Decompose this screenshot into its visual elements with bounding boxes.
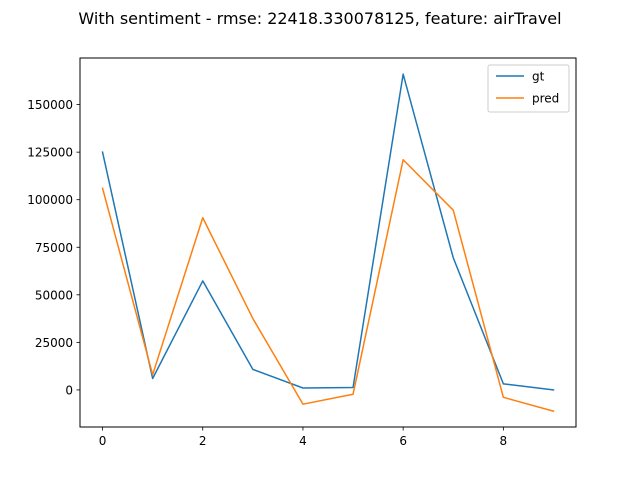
y-tick-label: 125000: [27, 146, 73, 160]
x-tick-label: 4: [299, 434, 307, 448]
y-tick-label: 75000: [35, 241, 73, 255]
axes-frame: [79, 57, 577, 428]
y-tick-label: 50000: [35, 288, 73, 302]
x-tick-label: 6: [399, 434, 407, 448]
legend-label-pred: pred: [532, 92, 559, 106]
series-line-gt: [101, 73, 555, 391]
y-tick-label: 150000: [27, 98, 73, 112]
legend-label-gt: gt: [532, 70, 545, 84]
y-tick-label: 0: [65, 383, 73, 397]
y-tick-label: 100000: [27, 193, 73, 207]
legend: gt pred: [487, 64, 570, 113]
chart-title: With sentiment - rmse: 22418.330078125, …: [78, 9, 561, 28]
x-tick-label: 8: [500, 434, 508, 448]
y-tick-label: 25000: [35, 336, 73, 350]
plot-area: [101, 73, 555, 413]
x-tick-label: 0: [99, 434, 107, 448]
series-line-pred: [101, 159, 555, 413]
x-tick-label: 2: [199, 434, 207, 448]
